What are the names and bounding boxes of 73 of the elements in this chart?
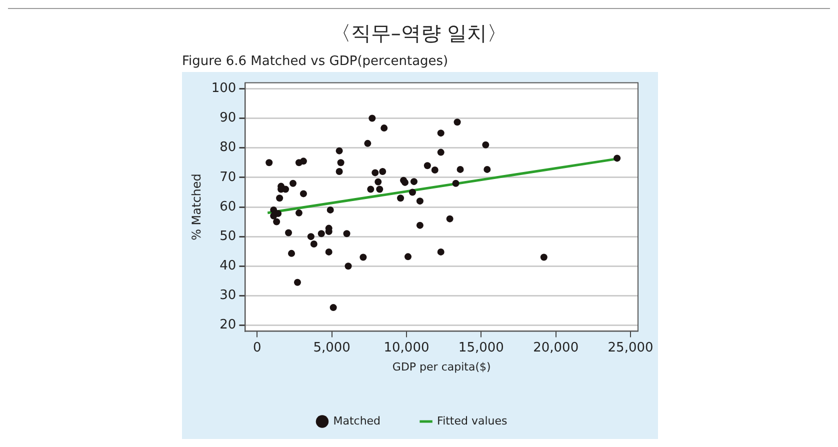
chart-title: 〈직무–역량 일치〉: [330, 20, 508, 47]
point: [343, 230, 350, 238]
y-tick-label: 100: [211, 81, 236, 96]
point: [452, 180, 460, 187]
point: [376, 186, 384, 193]
point: [482, 141, 490, 148]
point: [290, 180, 297, 187]
point: [325, 248, 332, 256]
y-tick-label: 20: [220, 318, 236, 333]
x-tick-label: 10,000: [384, 340, 430, 356]
point: [270, 206, 278, 214]
legend-label: Matched: [333, 414, 381, 428]
point: [344, 262, 352, 270]
point: [368, 114, 376, 122]
point: [446, 215, 454, 222]
y-tick-label: 90: [220, 110, 236, 126]
point: [282, 186, 290, 193]
point: [364, 140, 372, 147]
y-axis-title: % Matched: [189, 174, 204, 240]
point: [408, 188, 416, 196]
point: [337, 159, 344, 166]
point: [360, 254, 367, 261]
point: [397, 194, 404, 202]
point: [437, 148, 444, 156]
point: [367, 186, 374, 193]
point: [330, 304, 337, 312]
point: [540, 254, 548, 261]
point: [372, 169, 379, 176]
point: [437, 130, 444, 137]
point: [614, 154, 621, 162]
point: [310, 240, 318, 248]
x-tick-label: 0: [253, 340, 262, 356]
point: [424, 162, 431, 170]
point: [336, 168, 343, 176]
point: [437, 248, 444, 256]
point: [288, 250, 296, 257]
x-tick-label: 15,000: [458, 340, 504, 356]
point: [300, 190, 307, 198]
point: [326, 206, 334, 214]
x-tick-label: 20,000: [533, 340, 579, 356]
y-tick-label: 40: [220, 258, 236, 274]
point: [416, 198, 424, 205]
point: [295, 209, 302, 216]
point: [484, 166, 491, 173]
y-tick-label: 60: [220, 199, 236, 214]
point: [456, 166, 464, 173]
point: [374, 178, 382, 186]
y-tick-label: 70: [220, 170, 236, 185]
point: [416, 222, 424, 229]
point: [410, 178, 418, 186]
x-tick-label: 5,000: [313, 340, 350, 356]
x-tick-label: 25,000: [608, 340, 654, 356]
point: [274, 210, 282, 218]
point: [300, 158, 307, 165]
point: [266, 159, 273, 166]
point: [379, 168, 386, 176]
point: [273, 218, 280, 226]
point: [336, 147, 343, 154]
point: [454, 118, 461, 126]
point: [285, 229, 292, 236]
point: [276, 194, 284, 202]
point: [431, 166, 438, 174]
point: [307, 233, 314, 240]
y-tick-label: 30: [220, 288, 236, 304]
legend-label: Fitted values: [437, 414, 508, 428]
point: [404, 253, 412, 260]
point: [318, 230, 325, 238]
chart-subtitle: Figure 6.6 Matched vs GDP(percentages): [182, 54, 448, 69]
point: [294, 278, 301, 286]
x-axis-title: GDP per capita($): [392, 360, 491, 374]
point: [380, 124, 388, 132]
y-tick-label: 50: [220, 228, 236, 244]
y-tick-label: 80: [220, 140, 236, 156]
